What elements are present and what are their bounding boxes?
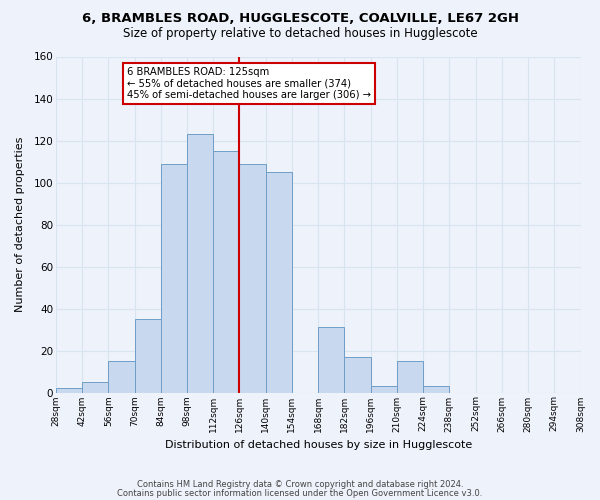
Bar bbox=[109, 361, 134, 392]
Bar bbox=[344, 357, 371, 392]
Bar bbox=[187, 134, 213, 392]
Text: Contains HM Land Registry data © Crown copyright and database right 2024.: Contains HM Land Registry data © Crown c… bbox=[137, 480, 463, 489]
Text: 6, BRAMBLES ROAD, HUGGLESCOTE, COALVILLE, LE67 2GH: 6, BRAMBLES ROAD, HUGGLESCOTE, COALVILLE… bbox=[82, 12, 518, 26]
Bar bbox=[134, 319, 161, 392]
Bar bbox=[266, 172, 292, 392]
Bar bbox=[371, 386, 397, 392]
Bar bbox=[397, 361, 423, 392]
Bar bbox=[56, 388, 82, 392]
Text: 6 BRAMBLES ROAD: 125sqm
← 55% of detached houses are smaller (374)
45% of semi-d: 6 BRAMBLES ROAD: 125sqm ← 55% of detache… bbox=[127, 67, 371, 100]
Y-axis label: Number of detached properties: Number of detached properties bbox=[15, 137, 25, 312]
Text: Contains public sector information licensed under the Open Government Licence v3: Contains public sector information licen… bbox=[118, 488, 482, 498]
Bar bbox=[161, 164, 187, 392]
Bar bbox=[213, 151, 239, 392]
Bar bbox=[239, 164, 266, 392]
Bar bbox=[82, 382, 109, 392]
Text: Size of property relative to detached houses in Hugglescote: Size of property relative to detached ho… bbox=[122, 28, 478, 40]
X-axis label: Distribution of detached houses by size in Hugglescote: Distribution of detached houses by size … bbox=[164, 440, 472, 450]
Bar bbox=[423, 386, 449, 392]
Bar bbox=[318, 328, 344, 392]
